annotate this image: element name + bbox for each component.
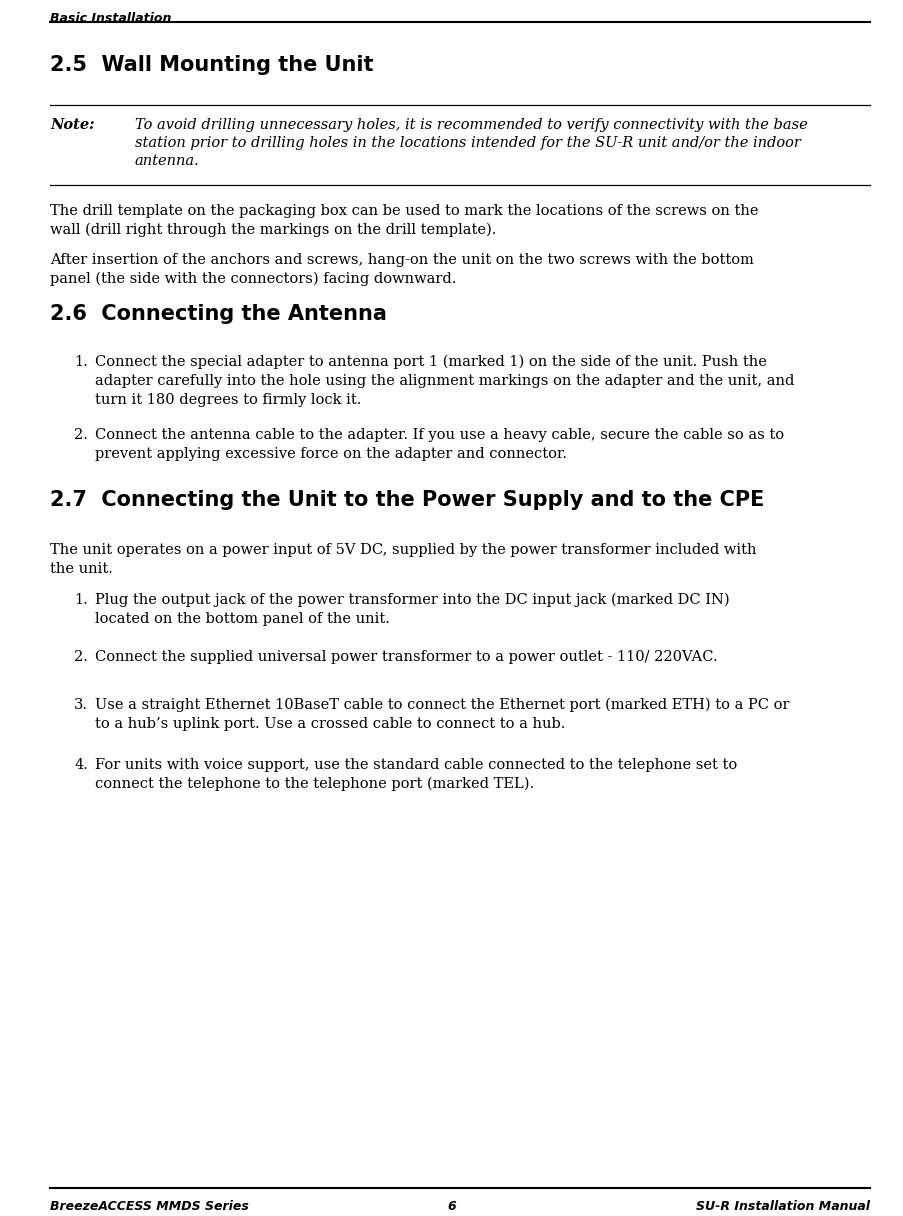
Text: BreezeACCESS MMDS Series: BreezeACCESS MMDS Series bbox=[50, 1200, 248, 1214]
Text: SU-R Installation Manual: SU-R Installation Manual bbox=[695, 1200, 869, 1214]
Text: 2.: 2. bbox=[74, 428, 88, 441]
Text: Connect the special adapter to antenna port 1 (marked 1) on the side of the unit: Connect the special adapter to antenna p… bbox=[95, 355, 766, 370]
Text: located on the bottom panel of the unit.: located on the bottom panel of the unit. bbox=[95, 612, 389, 626]
Text: wall (drill right through the markings on the drill template).: wall (drill right through the markings o… bbox=[50, 223, 496, 237]
Text: Basic Installation: Basic Installation bbox=[50, 12, 172, 26]
Text: station prior to drilling holes in the locations intended for the SU-R unit and/: station prior to drilling holes in the l… bbox=[135, 136, 800, 150]
Text: For units with voice support, use the standard cable connected to the telephone : For units with voice support, use the st… bbox=[95, 758, 737, 772]
Text: 2.6  Connecting the Antenna: 2.6 Connecting the Antenna bbox=[50, 304, 386, 323]
Text: to a hub’s uplink port. Use a crossed cable to connect to a hub.: to a hub’s uplink port. Use a crossed ca… bbox=[95, 717, 564, 731]
Text: 2.5  Wall Mounting the Unit: 2.5 Wall Mounting the Unit bbox=[50, 55, 373, 75]
Text: panel (the side with the connectors) facing downward.: panel (the side with the connectors) fac… bbox=[50, 272, 456, 287]
Text: antenna.: antenna. bbox=[135, 154, 200, 168]
Text: 6: 6 bbox=[447, 1200, 456, 1214]
Text: 2.: 2. bbox=[74, 651, 88, 664]
Text: The unit operates on a power input of 5V DC, supplied by the power transformer i: The unit operates on a power input of 5V… bbox=[50, 544, 756, 557]
Text: prevent applying excessive force on the adapter and connector.: prevent applying excessive force on the … bbox=[95, 447, 566, 461]
Text: connect the telephone to the telephone port (marked TEL).: connect the telephone to the telephone p… bbox=[95, 777, 534, 792]
Text: 1.: 1. bbox=[74, 593, 88, 607]
Text: The drill template on the packaging box can be used to mark the locations of the: The drill template on the packaging box … bbox=[50, 204, 758, 218]
Text: 3.: 3. bbox=[74, 698, 88, 713]
Text: Note:: Note: bbox=[50, 118, 95, 133]
Text: 1.: 1. bbox=[74, 355, 88, 368]
Text: Connect the supplied universal power transformer to a power outlet - 110/ 220VAC: Connect the supplied universal power tra… bbox=[95, 651, 717, 664]
Text: 2.7  Connecting the Unit to the Power Supply and to the CPE: 2.7 Connecting the Unit to the Power Sup… bbox=[50, 490, 764, 510]
Text: Connect the antenna cable to the adapter. If you use a heavy cable, secure the c: Connect the antenna cable to the adapter… bbox=[95, 428, 783, 441]
Text: Use a straight Ethernet 10BaseT cable to connect the Ethernet port (marked ETH) : Use a straight Ethernet 10BaseT cable to… bbox=[95, 698, 788, 713]
Text: turn it 180 degrees to firmly lock it.: turn it 180 degrees to firmly lock it. bbox=[95, 393, 361, 407]
Text: the unit.: the unit. bbox=[50, 562, 113, 576]
Text: adapter carefully into the hole using the alignment markings on the adapter and : adapter carefully into the hole using th… bbox=[95, 375, 794, 388]
Text: To avoid drilling unnecessary holes, it is recommended to verify connectivity wi: To avoid drilling unnecessary holes, it … bbox=[135, 118, 807, 133]
Text: After insertion of the anchors and screws, hang-on the unit on the two screws wi: After insertion of the anchors and screw… bbox=[50, 253, 753, 268]
Text: 4.: 4. bbox=[74, 758, 88, 772]
Text: Plug the output jack of the power transformer into the DC input jack (marked DC : Plug the output jack of the power transf… bbox=[95, 593, 729, 607]
